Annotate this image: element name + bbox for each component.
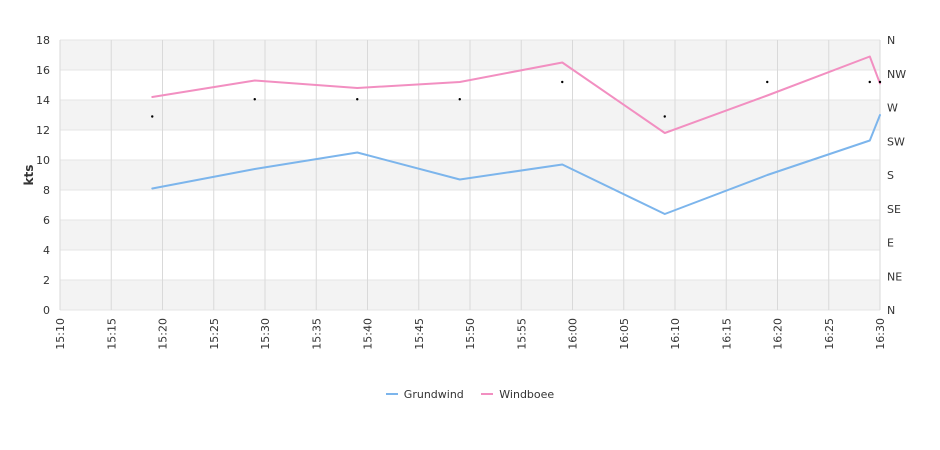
direction-point bbox=[766, 80, 769, 84]
direction-axis-label: S bbox=[887, 169, 894, 182]
chart-svg: 0 2 4 6 8 10 12 14 16 18 15:10 15:15 15:20 15:25 15:30… bbox=[22, 34, 906, 350]
legend-swatch-windboee bbox=[481, 393, 494, 395]
y-tick-label: 12 bbox=[36, 124, 50, 137]
x-tick-label: 16:20 bbox=[772, 318, 785, 350]
series-line-grundwind bbox=[151, 114, 881, 215]
x-tick-label: 16:15 bbox=[720, 318, 733, 350]
direction-axis-label: W bbox=[887, 102, 898, 115]
y-tick-label: 18 bbox=[36, 34, 50, 47]
y-tick-label: 14 bbox=[36, 94, 50, 107]
direction-axis-label: SE bbox=[887, 203, 901, 216]
y-tick-label: 4 bbox=[43, 244, 50, 257]
direction-axis-label: N bbox=[887, 34, 895, 47]
y-axis-title: kts bbox=[22, 165, 36, 186]
x-tick-label: 15:55 bbox=[515, 318, 528, 350]
legend-label-windboee: Windboee bbox=[499, 387, 555, 401]
direction-axis-label: N bbox=[887, 304, 895, 317]
x-tick-label: 16:00 bbox=[567, 318, 580, 350]
direction-axis-label: SW bbox=[887, 135, 905, 148]
series-line-windboee bbox=[151, 55, 881, 134]
x-tick-label: 16:05 bbox=[618, 318, 631, 350]
direction-axis-label: NE bbox=[887, 270, 902, 283]
x-tick-label: 15:45 bbox=[413, 318, 426, 350]
y-tick-label: 8 bbox=[43, 184, 50, 197]
x-tick-label: 15:40 bbox=[362, 318, 375, 350]
x-tick-label: 15:20 bbox=[157, 318, 170, 350]
direction-point bbox=[878, 80, 882, 84]
direction-point bbox=[253, 98, 256, 101]
x-tick-label: 15:10 bbox=[54, 318, 67, 350]
x-tick-label: 15:50 bbox=[464, 318, 477, 350]
y-tick-label: 16 bbox=[36, 64, 50, 77]
direction-point bbox=[561, 80, 564, 84]
y-tick-label: 2 bbox=[43, 274, 50, 287]
direction-point bbox=[458, 98, 461, 101]
x-tick-label: 16:10 bbox=[669, 318, 682, 350]
y-tick-label: 0 bbox=[43, 304, 50, 317]
x-tick-label: 16:25 bbox=[823, 318, 836, 350]
x-tick-label: 16:30 bbox=[874, 318, 887, 350]
legend-swatch-grundwind bbox=[385, 393, 398, 395]
chart-legend: Grundwind Windboee bbox=[0, 385, 940, 401]
direction-point bbox=[868, 80, 871, 84]
y-tick-label: 6 bbox=[43, 214, 50, 227]
x-tick-label: 15:15 bbox=[105, 318, 118, 350]
y-tick-label: 10 bbox=[36, 154, 50, 167]
direction-point bbox=[356, 98, 359, 101]
direction-point bbox=[663, 115, 666, 118]
direction-point bbox=[151, 115, 154, 118]
legend-item-windboee[interactable]: Windboee bbox=[481, 388, 554, 401]
direction-axis-label: NW bbox=[887, 68, 906, 81]
x-tick-label: 15:35 bbox=[310, 318, 323, 350]
direction-axis-label: E bbox=[887, 237, 894, 250]
legend-label-grundwind: Grundwind bbox=[403, 387, 464, 401]
x-tick-label: 15:25 bbox=[208, 318, 221, 350]
legend-item-grundwind[interactable]: Grundwind bbox=[385, 387, 464, 401]
x-tick-label: 15:30 bbox=[259, 318, 272, 350]
